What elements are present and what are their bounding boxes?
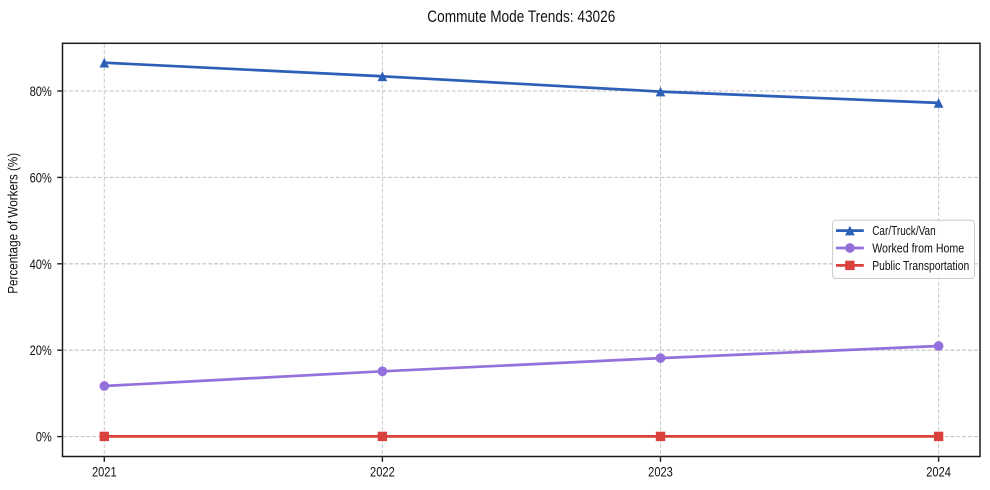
svg-text:Commute Mode Trends: 43026: Commute Mode Trends: 43026 xyxy=(427,7,615,26)
svg-text:2022: 2022 xyxy=(370,464,395,480)
svg-text:2024: 2024 xyxy=(926,464,951,480)
svg-text:2021: 2021 xyxy=(92,464,117,480)
svg-text:0%: 0% xyxy=(36,429,52,445)
svg-text:Percentage of Workers (%): Percentage of Workers (%) xyxy=(6,153,22,294)
svg-text:40%: 40% xyxy=(30,256,52,272)
svg-text:20%: 20% xyxy=(30,342,52,358)
svg-text:Worked from Home: Worked from Home xyxy=(872,242,964,256)
svg-text:2023: 2023 xyxy=(648,464,673,480)
svg-text:Public Transportation: Public Transportation xyxy=(872,259,969,273)
svg-text:80%: 80% xyxy=(30,83,52,99)
svg-text:Car/Truck/Van: Car/Truck/Van xyxy=(872,224,936,238)
svg-text:60%: 60% xyxy=(30,169,52,185)
